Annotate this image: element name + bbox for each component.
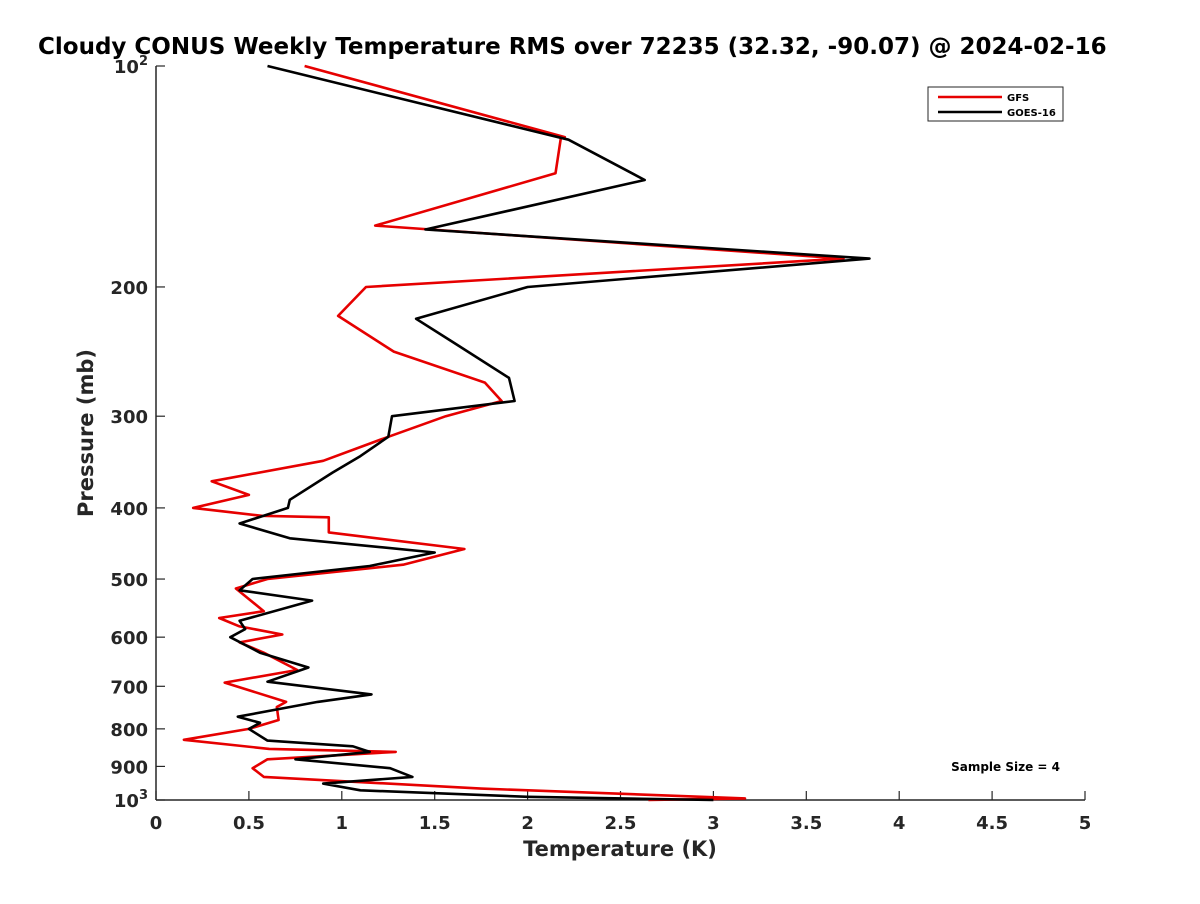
x-tick-label: 2.5: [605, 813, 637, 834]
legend-box: [927, 86, 1064, 122]
chart-title: Cloudy CONUS Weekly Temperature RMS over…: [38, 34, 1107, 60]
y-tick-label: 700: [110, 677, 148, 698]
y-tick-label: 600: [110, 628, 148, 649]
series-line-goes-16: [229, 64, 871, 802]
y-tick-label: 900: [110, 757, 148, 778]
y-tick-label: 200: [110, 278, 148, 299]
x-tick-label: 3: [707, 813, 720, 834]
y-tick-label: 103: [114, 788, 148, 812]
x-tick-label: 4.5: [976, 813, 1008, 834]
y-tick-label: 102: [114, 54, 148, 78]
x-tick-label: 1.5: [419, 813, 451, 834]
legend-label: GFS: [1007, 93, 1029, 104]
series-line-gfs: [182, 64, 845, 802]
y-tick-label: 300: [110, 407, 148, 428]
sample-size-annotation: Sample Size = 4: [951, 760, 1060, 774]
y-tick-label: 400: [110, 499, 148, 520]
x-tick-label: 0.5: [233, 813, 265, 834]
x-tick-label: 5: [1079, 813, 1092, 834]
x-tick-label: 4: [893, 813, 906, 834]
x-tick-label: 2: [521, 813, 534, 834]
x-tick-label: 1: [336, 813, 349, 834]
y-axis-label: Pressure (mb): [74, 349, 98, 517]
x-tick-label: 0: [150, 813, 163, 834]
legend: GFS GOES-16: [927, 86, 1064, 122]
x-axis-label: Temperature (K): [523, 837, 717, 861]
legend-label: GOES-16: [1007, 108, 1056, 119]
y-tick-label: 500: [110, 570, 148, 591]
plot-area: 0 0.5 1 1.5 2 2.5 3 3.5 4 4.5 5 102 200 300 400 500 600 7…: [110, 54, 1091, 834]
x-tick-label: 3.5: [790, 813, 822, 834]
y-tick-label: 800: [110, 720, 148, 741]
